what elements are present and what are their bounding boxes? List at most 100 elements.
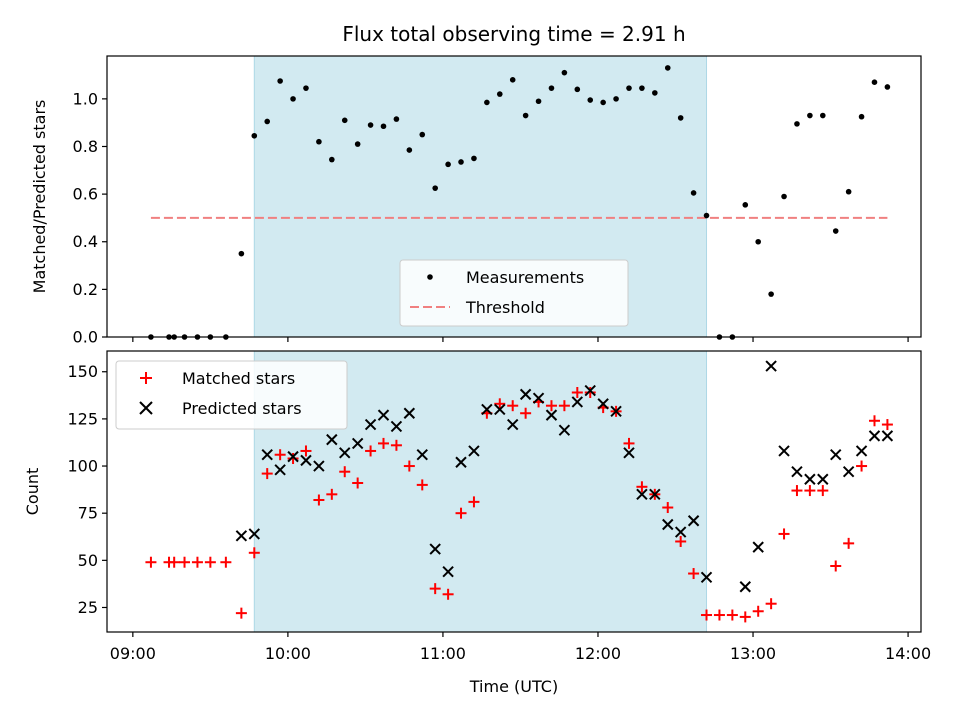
y-axis-label: Matched/Predicted stars	[30, 100, 49, 294]
legend: Matched stars Predicted stars	[115, 360, 348, 430]
legend-label: Matched stars	[182, 369, 295, 388]
predicted-star-point	[752, 541, 764, 553]
matched-star-point	[804, 485, 816, 497]
predicted-star-point	[649, 488, 661, 501]
axes-frame	[106, 350, 922, 633]
measurement-point	[277, 78, 283, 84]
predicted-star-point	[351, 437, 364, 450]
matched-star-point	[688, 568, 700, 580]
matched-star-point	[881, 419, 893, 431]
matched-star-point	[856, 460, 868, 472]
x-tick-label: 13:00	[730, 644, 776, 663]
matched-star-point	[739, 611, 751, 623]
predicted-star-point	[791, 465, 803, 478]
measurement-point	[251, 132, 258, 139]
matched-star-point	[179, 556, 191, 568]
y-tick-label: 100	[67, 457, 98, 476]
matched-star-point	[191, 556, 203, 568]
predicted-star-point	[868, 430, 881, 442]
predicted-star-point	[377, 409, 390, 421]
predicted-star-point	[390, 420, 403, 433]
predicted-star-stroke-b	[248, 528, 261, 540]
predicted-star-stroke-b	[481, 403, 493, 416]
matched-star-point	[817, 485, 829, 497]
measurement-point	[871, 79, 878, 85]
measurement-point	[574, 86, 581, 93]
measurement-point	[690, 190, 697, 196]
matched-star-point	[300, 445, 312, 457]
predicted-star-stroke-b	[300, 454, 312, 467]
predicted-star-point	[274, 464, 286, 476]
matched-star-point	[662, 502, 674, 514]
predicted-star-stroke-b	[261, 449, 273, 461]
legend-label: Threshold	[465, 298, 545, 317]
predicted-star-point	[261, 449, 273, 461]
predicted-star-point	[571, 396, 584, 408]
measurement-point	[522, 112, 529, 119]
legend-box	[399, 259, 629, 327]
measurement-point	[677, 115, 684, 121]
matched-star-point	[416, 479, 428, 491]
measurement-point	[613, 96, 619, 102]
predicted-star-stroke-b	[274, 464, 286, 476]
measurement-point	[329, 156, 335, 163]
matched-star-point	[545, 400, 557, 412]
predicted-star-stroke-b	[610, 405, 622, 418]
chart-title: Flux total observing time = 2.91 h	[342, 22, 685, 46]
measurement-point	[639, 85, 645, 91]
predicted-star-point	[326, 433, 338, 446]
matched-star-point	[675, 535, 687, 547]
measurement-point	[458, 159, 464, 165]
predicted-star-point	[429, 543, 441, 555]
predicted-star-point	[364, 418, 377, 431]
matched-star-point	[287, 452, 299, 464]
predicted-star-point	[674, 526, 687, 538]
measurement-point	[432, 185, 438, 191]
measurement-point	[652, 90, 658, 96]
matched-star-point	[145, 556, 157, 568]
predicted-star-point	[855, 445, 868, 457]
predicted-star-point	[778, 445, 790, 457]
predicted-star-point	[442, 565, 454, 578]
predicted-star-stroke-b	[571, 396, 584, 408]
predicted-star-stroke-b	[235, 530, 248, 542]
predicted-star-stroke-b	[442, 565, 454, 578]
matched-star-point	[261, 468, 273, 480]
predicted-star-stroke-b	[868, 430, 881, 442]
predicted-star-stroke-b	[765, 360, 777, 372]
matched-star-point	[235, 607, 247, 619]
matched-star-point	[168, 556, 180, 568]
matched-star-point	[571, 386, 583, 398]
x-tick-label: 14:00	[885, 644, 931, 663]
predicted-star-point	[739, 581, 751, 593]
legend-label: Predicted stars	[182, 399, 302, 418]
measurement-point	[341, 117, 348, 124]
predicted-star-point	[662, 518, 674, 531]
matched-star-point	[868, 415, 880, 427]
matched-star-point	[313, 494, 325, 506]
y-tick-label: 0.2	[73, 280, 98, 299]
measurement-point	[884, 84, 891, 90]
matched-star-point	[403, 460, 415, 472]
predicted-star-point	[455, 456, 467, 468]
predicted-star-point	[416, 449, 428, 461]
matched-star-point	[701, 609, 713, 621]
measurement-point	[703, 212, 710, 219]
bottom-panel: 25 50 75 100 125 150 09:00 10:00 11:00 12:00 13:00…	[23, 350, 931, 663]
predicted-star-stroke-b	[351, 437, 364, 450]
y-tick-label: 75	[78, 504, 98, 523]
predicted-star-stroke-b	[791, 465, 803, 478]
predicted-star-point	[830, 449, 842, 461]
predicted-star-point	[558, 424, 571, 436]
measurement-point	[471, 155, 477, 162]
measurement-point	[535, 98, 542, 105]
matched-star-point	[507, 400, 519, 412]
predicted-star-point	[545, 409, 558, 421]
measurement-point	[496, 91, 503, 97]
measurement-point	[393, 116, 400, 122]
predicted-star-point	[881, 430, 894, 442]
measurement-point	[626, 85, 632, 91]
matched-star-point	[494, 398, 506, 410]
predicted-star-stroke-b	[739, 581, 751, 593]
measurement-point	[238, 250, 245, 257]
